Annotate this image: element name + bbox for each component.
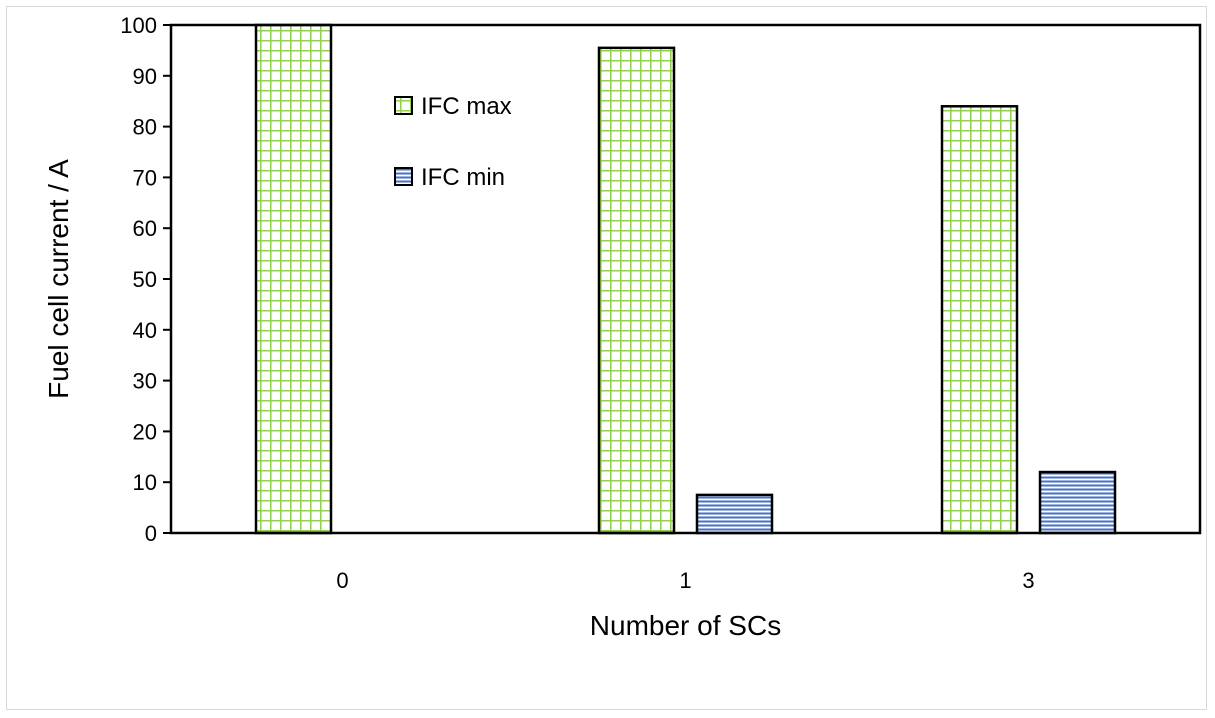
bar-ifc-max-0 bbox=[254, 23, 333, 535]
y-tick-label: 40 bbox=[133, 318, 157, 343]
legend-swatch-ifc-max bbox=[394, 96, 413, 115]
legend-label: IFC max bbox=[421, 93, 512, 120]
x-tick-label: 3 bbox=[1022, 568, 1034, 593]
legend-label: IFC min bbox=[421, 164, 505, 191]
bar-ifc-min-1 bbox=[695, 493, 774, 535]
x-axis-title: Number of SCs bbox=[590, 610, 781, 641]
chart-frame bbox=[6, 6, 1207, 710]
y-tick-label: 50 bbox=[133, 267, 157, 292]
bar-ifc-min-3 bbox=[1038, 470, 1117, 535]
y-tick-label: 60 bbox=[133, 216, 157, 241]
y-tick-label: 100 bbox=[120, 13, 157, 38]
y-tick-label: 90 bbox=[133, 64, 157, 89]
legend: IFC max IFC min bbox=[394, 93, 512, 191]
y-tick-label: 30 bbox=[133, 369, 157, 394]
bars-layer bbox=[254, 23, 1117, 535]
bar-ifc-max-3 bbox=[940, 105, 1019, 535]
x-tick-label: 1 bbox=[679, 568, 691, 593]
bar-ifc-max-1 bbox=[597, 46, 676, 535]
y-tick-label: 70 bbox=[133, 165, 157, 190]
legend-swatch-ifc-min bbox=[394, 167, 413, 186]
y-tick-label: 10 bbox=[133, 470, 157, 495]
y-tick-label: 0 bbox=[145, 521, 157, 546]
x-tick-label: 0 bbox=[336, 568, 348, 593]
y-axis-title: Fuel cell current / A bbox=[43, 159, 74, 399]
y-tick-label: 20 bbox=[133, 419, 157, 444]
y-tick-label: 80 bbox=[133, 115, 157, 140]
